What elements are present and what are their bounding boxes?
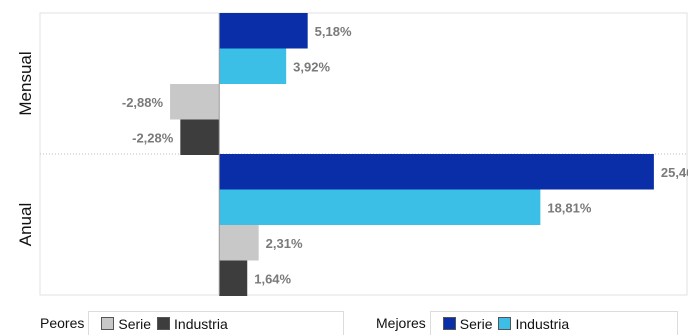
category-label-mensual: Mensual <box>16 51 35 115</box>
bar-mensual-mejores-industria <box>219 48 287 84</box>
legend-peores-title: Peores <box>40 315 85 331</box>
legend-peores-serie-swatch <box>101 317 115 330</box>
data-label-mensual-peores-industria: -2,28% <box>132 130 174 145</box>
legend-peores-industria-label: Industria <box>174 315 228 332</box>
bar-anual-mejores-industria <box>219 189 541 225</box>
legend-mejores-industria-swatch <box>498 317 512 330</box>
legend-mejores-title: Mejores <box>376 315 426 331</box>
data-label-mensual-peores-serie: -2,88% <box>122 95 164 110</box>
legend-mejores-serie-swatch <box>442 317 456 330</box>
data-label-anual-peores-industria: 1,64% <box>254 271 291 286</box>
category-label-anual: Anual <box>16 203 35 246</box>
data-label-anual-peores-serie: 2,31% <box>266 236 303 251</box>
bar-mensual-peores-industria <box>180 119 220 155</box>
bar-mensual-mejores-serie <box>219 13 308 49</box>
legend-mejores-serie-label: Serie <box>459 315 493 332</box>
bar-anual-peores-serie <box>219 225 259 261</box>
legend-peores: Peores Serie Industria <box>40 311 345 335</box>
legend-mejores: Mejores Serie Industria <box>376 311 678 335</box>
legend-mejores-box: Serie Industria <box>429 311 678 335</box>
bar-anual-mejores-serie <box>219 154 654 190</box>
bar-mensual-peores-serie <box>170 84 220 120</box>
bar-chart: 5,18% 3,92% -2,88% -2,28% Mensual 25,46% 18,81… <box>16 12 688 296</box>
data-label-anual-mejores-industria: 18,81% <box>547 200 592 215</box>
legend-peores-box: Serie Industria <box>88 311 345 335</box>
legend-peores-industria-swatch <box>157 317 171 330</box>
legend-peores-serie-label: Serie <box>118 315 152 332</box>
data-label-anual-mejores-serie: 25,46% <box>661 165 688 180</box>
legend-mejores-industria-label: Industria <box>515 315 570 332</box>
data-label-mensual-mejores-serie: 5,18% <box>315 24 352 39</box>
data-label-mensual-mejores-industria: 3,92% <box>293 59 330 74</box>
bar-anual-peores-industria <box>219 260 248 296</box>
